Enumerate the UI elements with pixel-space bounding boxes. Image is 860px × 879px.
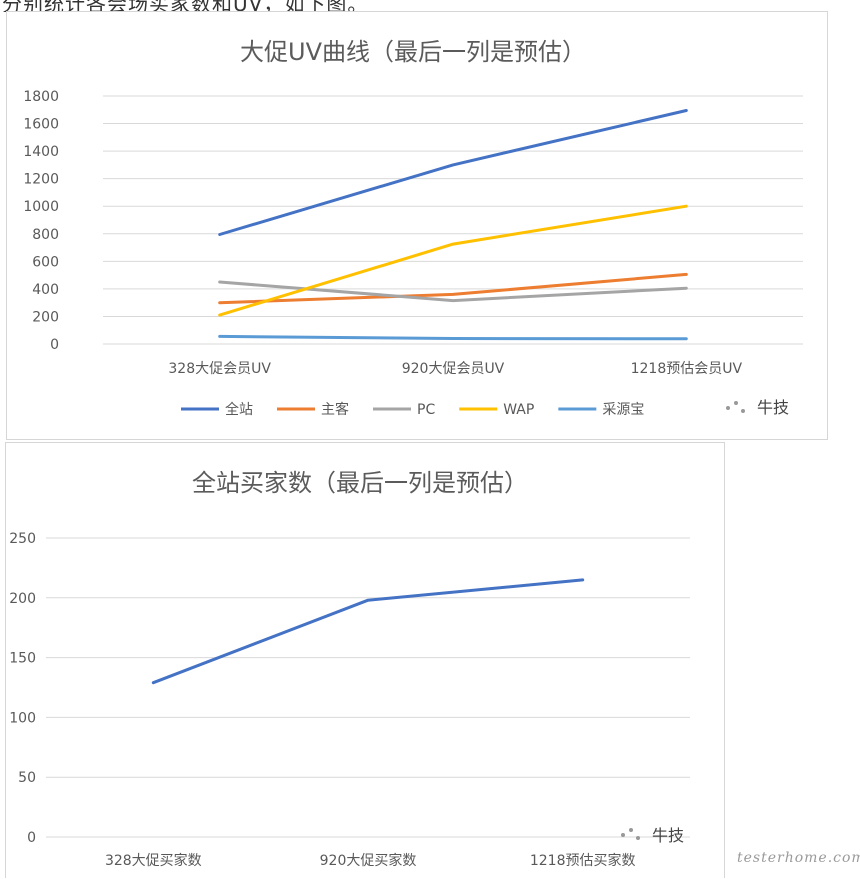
- legend-label: PC: [417, 402, 435, 418]
- wechat-icon-dot: [741, 409, 745, 413]
- y-axis-ticks: 0 200 400 600 800 1000 1200 1400 1600 1800: [23, 89, 59, 353]
- x-axis-categories: 328大促会员UV 920大促会员UV 1218预估会员UV: [168, 361, 742, 377]
- y-tick-label: 400: [32, 282, 59, 298]
- legend-label: WAP: [503, 402, 534, 418]
- y-tick-label: 1600: [23, 117, 59, 133]
- y-tick-label: 200: [9, 591, 36, 607]
- site-watermark: testerhome.com: [737, 850, 860, 866]
- x-category-label: 1218预估会员UV: [631, 361, 743, 377]
- y-tick-label: 800: [32, 227, 59, 243]
- y-tick-label: 50: [18, 770, 36, 786]
- chart-panel-uv: 大促UV曲线（最后一列是预估） 0 200 400 600 800 1000 1200 140…: [6, 11, 828, 440]
- x-category-label: 328大促买家数: [105, 852, 202, 869]
- y-tick-label: 150: [9, 651, 36, 667]
- brand-watermark: 牛技: [621, 826, 684, 845]
- chart-title: 大促UV曲线（最后一列是预估）: [240, 38, 586, 66]
- legend-label: 全站: [225, 401, 253, 418]
- y-tick-label: 1200: [23, 172, 59, 188]
- y-tick-label: 1800: [23, 89, 59, 105]
- series-line-main: [153, 580, 582, 683]
- y-tick-label: 600: [32, 254, 59, 270]
- y-tick-label: 200: [32, 309, 59, 325]
- chart-panel-buyers: 全站买家数（最后一列是预估） 0 50 100 150 200 250 328大促买家数 9…: [5, 442, 725, 878]
- x-category-label: 920大促会员UV: [402, 361, 505, 377]
- x-category-label: 920大促买家数: [320, 852, 417, 869]
- wechat-icon-dot: [734, 401, 738, 405]
- series-lines: [153, 580, 583, 683]
- uv-line-chart: 大促UV曲线（最后一列是预估） 0 200 400 600 800 1000 1200 140…: [7, 12, 829, 441]
- series-line-PC: [220, 282, 687, 301]
- series-lines: [220, 110, 687, 338]
- y-axis-ticks: 0 50 100 150 200 250: [9, 531, 36, 846]
- brand-watermark: 牛技: [726, 398, 789, 417]
- y-tick-label: 0: [50, 337, 59, 353]
- series-line-全站: [220, 111, 687, 235]
- y-tick-label: 1000: [23, 199, 59, 215]
- wechat-icon: [726, 406, 730, 410]
- gridlines: [103, 96, 803, 344]
- buyers-line-chart: 全站买家数（最后一列是预估） 0 50 100 150 200 250 328大促买家数 9…: [6, 443, 726, 879]
- brand-watermark-text: 牛技: [652, 826, 684, 845]
- chart-title: 全站买家数（最后一列是预估）: [192, 469, 528, 497]
- brand-watermark-text: 牛技: [757, 398, 789, 417]
- x-category-label: 328大促会员UV: [168, 361, 271, 377]
- legend-label: 采源宝: [602, 402, 644, 418]
- y-tick-label: 100: [9, 710, 36, 726]
- legend-label: 主客: [321, 401, 349, 418]
- gridlines: [46, 538, 690, 837]
- y-tick-label: 1400: [23, 144, 59, 160]
- wechat-icon-dot: [636, 836, 640, 840]
- y-tick-label: 0: [27, 830, 36, 846]
- x-axis-categories: 328大促买家数 920大促买家数 1218预估买家数: [105, 852, 636, 869]
- legend: 全站 主客 PC WAP 采源宝: [181, 401, 644, 418]
- x-category-label: 1218预估买家数: [530, 852, 636, 869]
- wechat-icon-dot: [629, 828, 633, 832]
- y-tick-label: 250: [9, 531, 36, 547]
- wechat-icon: [621, 833, 625, 837]
